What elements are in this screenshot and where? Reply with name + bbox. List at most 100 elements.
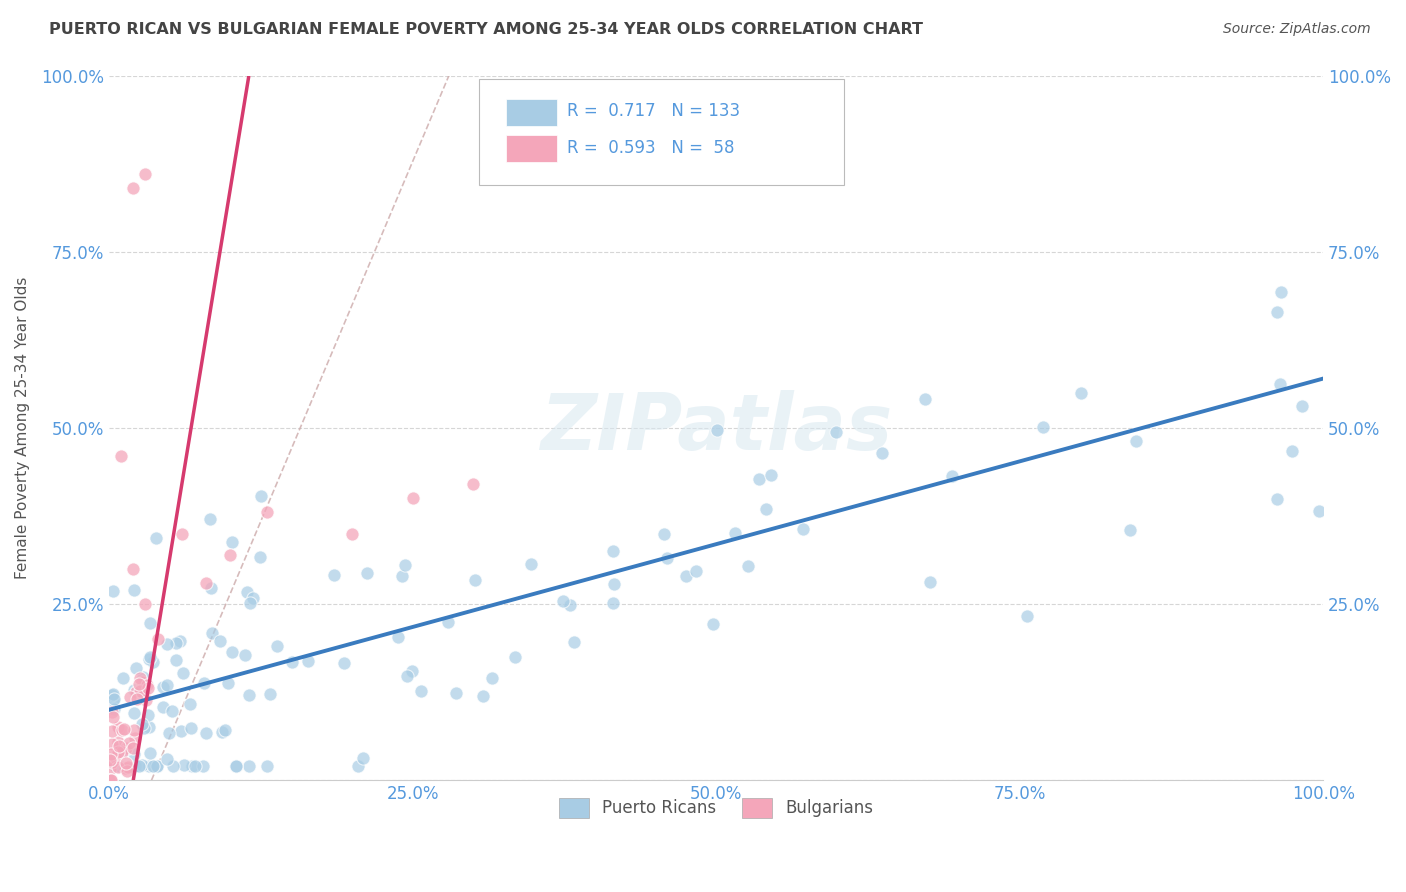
Point [134,687,156,701]
Point [1308,504,1330,518]
Point [463,477,485,491]
Point [193,676,215,690]
Point [136,678,159,692]
Point [1270,377,1292,392]
Point [1070,386,1092,401]
Point [1291,399,1313,413]
Point [249,550,271,565]
Point [114,743,136,757]
Point [824,425,846,439]
Point [792,522,814,536]
Point [124,723,146,738]
Point [198,512,221,526]
Point [558,599,581,613]
Point [221,645,243,659]
Point [280,655,302,669]
Point [602,544,624,558]
Point [602,596,624,610]
Point [145,759,167,773]
Point [870,446,893,460]
Point [914,392,936,406]
Point [401,491,423,506]
Point [118,690,141,704]
Point [114,741,136,756]
Point [941,468,963,483]
Point [124,759,146,773]
Point [122,741,145,756]
Point [117,759,139,773]
Point [104,746,127,760]
Point [409,684,432,698]
Text: R =  0.717   N = 133: R = 0.717 N = 133 [567,103,740,120]
Point [131,689,153,703]
Point [1281,444,1303,458]
Point [170,526,193,541]
Point [111,723,134,737]
Point [142,655,165,669]
Point [444,685,467,699]
Point [100,773,122,788]
Point [1125,434,1147,448]
Text: PUERTO RICAN VS BULGARIAN FEMALE POVERTY AMONG 25-34 YEAR OLDS CORRELATION CHART: PUERTO RICAN VS BULGARIAN FEMALE POVERTY… [49,22,924,37]
Point [437,615,460,629]
Point [180,759,202,773]
Point [103,702,125,716]
Point [179,698,201,712]
Point [101,686,124,700]
Point [115,764,138,778]
Point [702,616,724,631]
Point [266,639,288,653]
Point [169,633,191,648]
Point [156,677,179,691]
Point [194,726,217,740]
Point [920,575,942,590]
FancyBboxPatch shape [479,79,844,185]
Point [160,704,183,718]
Point [101,705,124,719]
Point [107,745,129,759]
Point [1119,523,1142,537]
Point [124,706,146,721]
Point [236,585,259,599]
Point [233,648,256,663]
Point [685,565,707,579]
Point [145,531,167,545]
Point [129,671,152,685]
Point [156,752,179,766]
Point [1032,420,1054,434]
Point [128,677,150,691]
Point [122,682,145,697]
Point [505,650,527,665]
Point [356,566,378,580]
Point [748,472,770,486]
Point [219,548,242,562]
Point [110,449,132,463]
Point [201,626,224,640]
Point [157,726,180,740]
Point [340,526,363,541]
Point [1270,285,1292,299]
Point [145,759,167,773]
Point [101,723,124,738]
Point [180,721,202,735]
Point [136,681,159,696]
Point [98,752,121,766]
Point [562,635,585,649]
Point [107,720,129,734]
Point [101,688,124,702]
Point [124,747,146,761]
Point [128,759,150,773]
Point [759,467,782,482]
Point [139,616,162,631]
Point [401,664,423,678]
Point [134,722,156,736]
Point [169,724,191,739]
Point [172,665,194,680]
Point [238,688,260,702]
Point [152,700,174,714]
Text: Source: ZipAtlas.com: Source: ZipAtlas.com [1223,22,1371,37]
Point [675,568,697,582]
Legend: Puerto Ricans, Bulgarians: Puerto Ricans, Bulgarians [553,791,880,825]
Point [471,689,494,703]
Point [183,759,205,773]
